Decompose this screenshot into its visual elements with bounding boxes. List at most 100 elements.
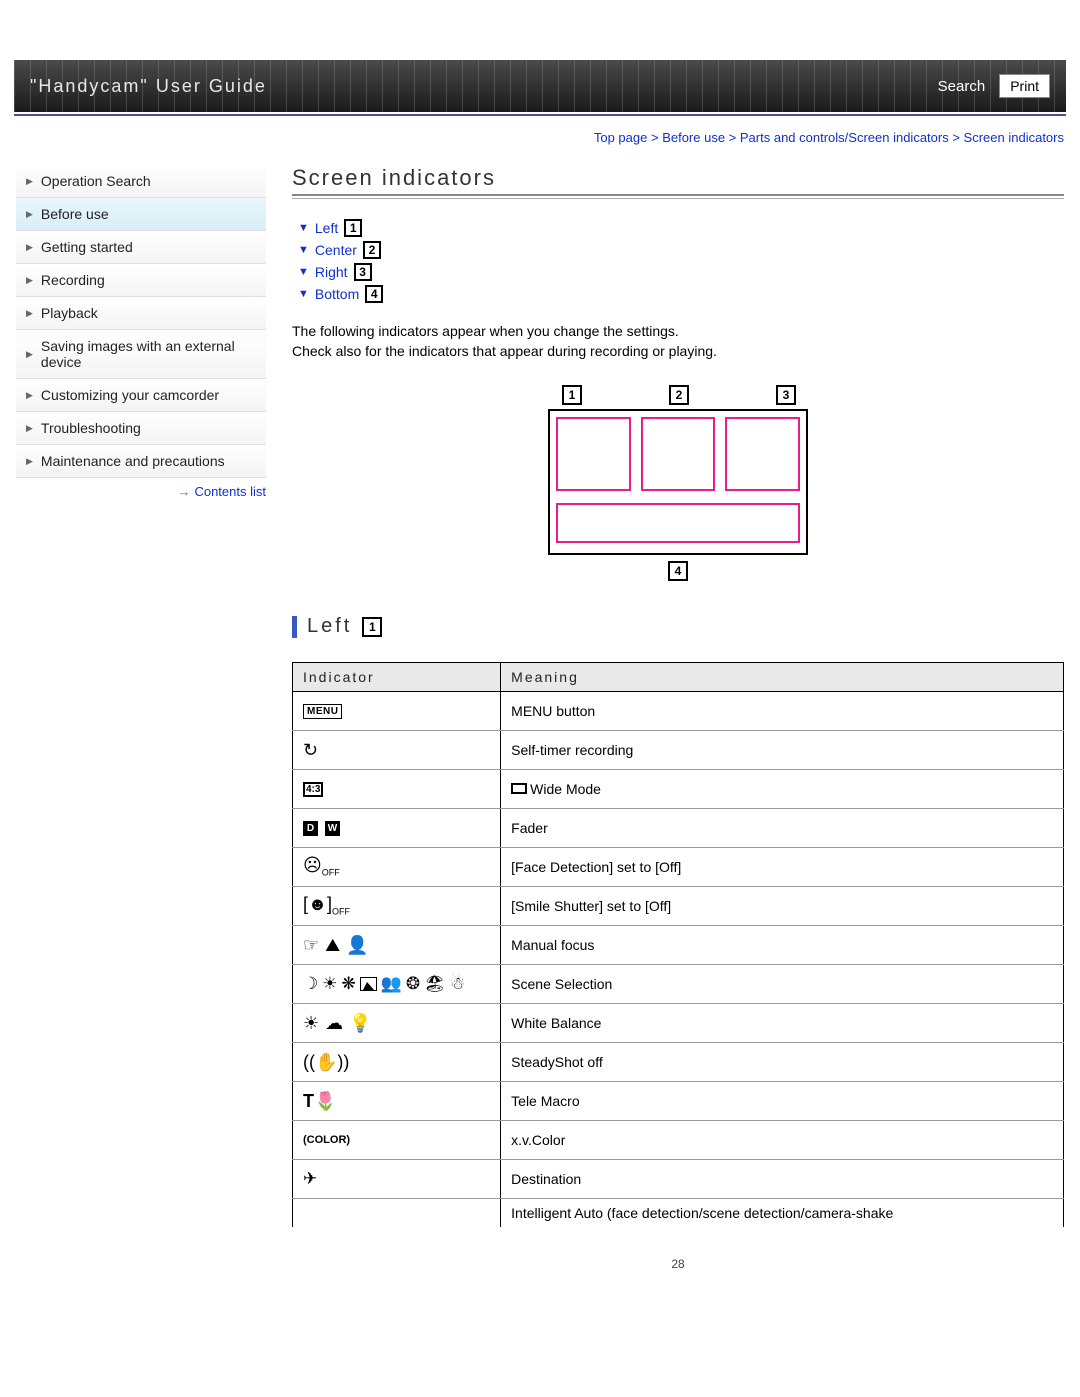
moon-icon: ☽ bbox=[303, 974, 318, 994]
table-row: ✈ Destination bbox=[293, 1160, 1064, 1199]
header-title: "Handycam" User Guide bbox=[30, 76, 267, 97]
th-indicator: Indicator bbox=[293, 663, 501, 692]
intro-line-2: Check also for the indicators that appea… bbox=[292, 343, 1064, 359]
chevron-right-icon: ▶ bbox=[26, 209, 33, 220]
cell-meaning: Fader bbox=[501, 809, 1064, 848]
table-row: ↻ Self-timer recording bbox=[293, 731, 1064, 770]
smile-shutter-off-icon: [☻]OFF bbox=[303, 895, 350, 917]
person-icon: 👤 bbox=[346, 936, 368, 954]
beach-icon: 🏖 bbox=[424, 974, 446, 994]
table-row: DW Fader bbox=[293, 809, 1064, 848]
table-row: ☞⛰👤 Manual focus bbox=[293, 926, 1064, 965]
diagram-outer bbox=[548, 409, 808, 555]
anchor-right[interactable]: ▼ Right 3 bbox=[298, 263, 1064, 281]
anchor-label: Left bbox=[315, 220, 338, 236]
section-title: Left bbox=[307, 615, 352, 638]
anchor-label: Bottom bbox=[315, 286, 359, 302]
sidebar-item-getting-started[interactable]: ▶Getting started bbox=[16, 231, 266, 264]
sidebar-item-label: Before use bbox=[41, 206, 109, 222]
section-num-1: 1 bbox=[362, 617, 382, 637]
table-row: Intelligent Auto (face detection/scene d… bbox=[293, 1199, 1064, 1228]
cell-meaning: Destination bbox=[501, 1160, 1064, 1199]
cell-meaning: Self-timer recording bbox=[501, 731, 1064, 770]
cell-meaning: Wide Mode bbox=[501, 770, 1064, 809]
snow-icon: ☃ bbox=[450, 974, 465, 994]
sidebar-item-saving-images[interactable]: ▶Saving images with an external device bbox=[16, 330, 266, 379]
tele-macro-icon: T🌷 bbox=[303, 1092, 336, 1110]
search-link[interactable]: Search bbox=[938, 78, 986, 95]
num-box-4: 4 bbox=[365, 285, 383, 303]
num-box-1: 1 bbox=[344, 219, 362, 237]
intro-line-1: The following indicators appear when you… bbox=[292, 323, 1064, 339]
diagram-label-2: 2 bbox=[669, 385, 689, 405]
arrow-right-icon: → bbox=[177, 484, 190, 499]
table-row: ☀ ☁ 💡 White Balance bbox=[293, 1004, 1064, 1043]
wide-rect-icon bbox=[511, 783, 530, 794]
breadcrumb-top[interactable]: Top page bbox=[594, 130, 648, 145]
ratio-43-icon: 4:3 bbox=[303, 782, 323, 797]
sidebar-item-customizing[interactable]: ▶ Customizing your camcorder bbox=[16, 379, 266, 412]
title-rule2 bbox=[292, 198, 1064, 199]
sunset-icon: ☀ bbox=[322, 974, 337, 994]
chevron-right-icon: ▶ bbox=[26, 456, 33, 467]
print-button[interactable]: Print bbox=[999, 74, 1050, 98]
chevron-right-icon: ▶ bbox=[26, 308, 33, 319]
fader-w-icon: W bbox=[325, 821, 340, 836]
wb-cloud-icon: ☁ bbox=[325, 1014, 343, 1032]
sidebar-item-recording[interactable]: ▶ Recording bbox=[16, 264, 266, 297]
sidebar-item-before-use[interactable]: ▶ Before use bbox=[16, 198, 266, 231]
manual-focus-hand-icon: ☞ bbox=[303, 936, 319, 954]
sidebar-item-label: Getting started bbox=[41, 239, 133, 255]
chevron-right-icon: ▶ bbox=[26, 275, 33, 286]
num-box-3: 3 bbox=[354, 263, 372, 281]
header-underline bbox=[14, 114, 1066, 116]
sidebar-item-label: Playback bbox=[41, 305, 98, 321]
spotlight-icon: ❂ bbox=[406, 974, 420, 994]
sidebar-item-maintenance[interactable]: ▶ Maintenance and precautions bbox=[16, 445, 266, 478]
triangle-down-icon: ▼ bbox=[298, 244, 309, 256]
contents-list-link[interactable]: Contents list bbox=[194, 484, 266, 499]
fireworks-icon: ❋ bbox=[342, 974, 356, 994]
self-timer-icon: ↻ bbox=[303, 741, 318, 759]
steadyshot-off-icon: ((✋)) bbox=[303, 1053, 349, 1071]
contents-list: → Contents list bbox=[16, 484, 266, 499]
chevron-right-icon: ▶ bbox=[26, 390, 33, 401]
triangle-down-icon: ▼ bbox=[298, 266, 309, 278]
sidebar-item-operation-search[interactable]: ▶ Operation Search bbox=[16, 165, 266, 198]
table-row: ☹OFF [Face Detection] set to [Off] bbox=[293, 848, 1064, 887]
cell-meaning: MENU button bbox=[501, 692, 1064, 731]
sidebar-item-troubleshooting[interactable]: ▶Troubleshooting bbox=[16, 412, 266, 445]
mountain-icon: ⛰ bbox=[325, 936, 340, 954]
anchor-center[interactable]: ▼ Center 2 bbox=[298, 241, 1064, 259]
diagram-zone-1 bbox=[556, 417, 631, 491]
anchor-bottom[interactable]: ▼ Bottom 4 bbox=[298, 285, 1064, 303]
breadcrumb-parts[interactable]: Parts and controls/Screen indicators bbox=[740, 130, 949, 145]
diagram-label-4: 4 bbox=[668, 561, 688, 581]
sidebar-item-label: Recording bbox=[41, 272, 105, 288]
diagram-label-1: 1 bbox=[562, 385, 582, 405]
screen-diagram: 1 2 3 4 bbox=[292, 385, 1064, 581]
cell-meaning: Intelligent Auto (face detection/scene d… bbox=[501, 1199, 1064, 1228]
cell-meaning: Tele Macro bbox=[501, 1082, 1064, 1121]
face-detection-off-icon: ☹OFF bbox=[303, 856, 340, 878]
sidebar-item-label: Maintenance and precautions bbox=[41, 453, 225, 469]
diagram-zone-2 bbox=[641, 417, 716, 491]
sidebar-item-label: Customizing your camcorder bbox=[41, 387, 219, 403]
anchor-left[interactable]: ▼ Left 1 bbox=[298, 219, 1064, 237]
table-row: [☻]OFF [Smile Shutter] set to [Off] bbox=[293, 887, 1064, 926]
fader-d-icon: D bbox=[303, 821, 318, 836]
landscape-icon bbox=[360, 977, 377, 991]
breadcrumb-current: Screen indicators bbox=[964, 130, 1064, 145]
anchor-label: Right bbox=[315, 264, 348, 280]
page-number: 28 bbox=[292, 1257, 1064, 1271]
sidebar-item-label: Operation Search bbox=[41, 173, 151, 189]
wb-lamp-icon: 💡 bbox=[349, 1014, 371, 1032]
section-bar bbox=[292, 616, 297, 638]
breadcrumb-before-use[interactable]: Before use bbox=[662, 130, 725, 145]
chevron-right-icon: ▶ bbox=[26, 176, 33, 187]
sidebar-item-playback[interactable]: ▶ Playback bbox=[16, 297, 266, 330]
page-title: Screen indicators bbox=[292, 165, 1064, 191]
sidebar-item-label: Troubleshooting bbox=[41, 420, 141, 436]
table-row: 4:3 Wide Mode bbox=[293, 770, 1064, 809]
th-meaning: Meaning bbox=[501, 663, 1064, 692]
